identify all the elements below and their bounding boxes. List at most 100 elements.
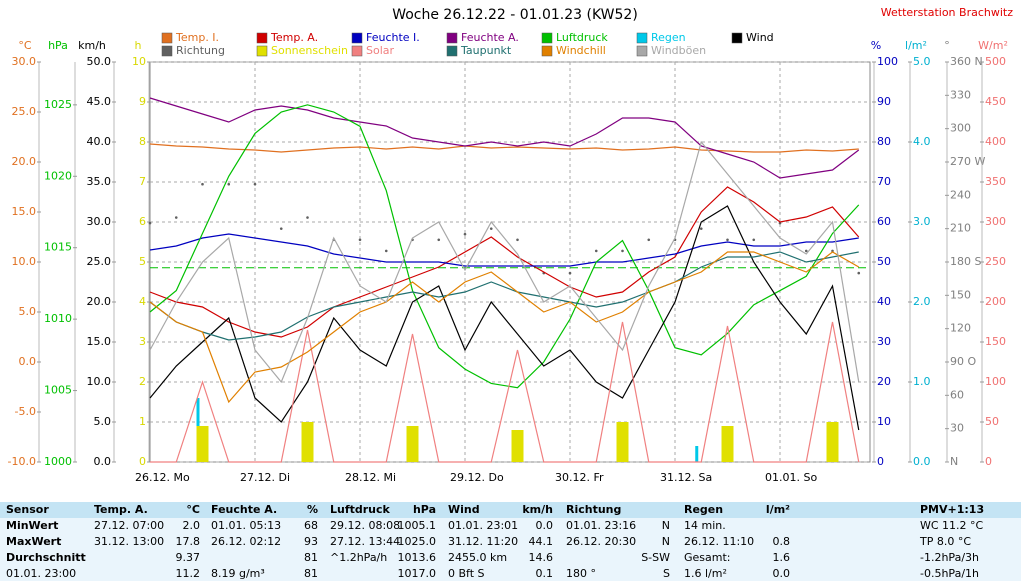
- table-cell: km/h: [522, 503, 553, 516]
- dot: [279, 227, 283, 230]
- axis-unit: km/h: [78, 39, 106, 52]
- legend-label: Taupunkt: [460, 44, 512, 57]
- chart-title: Woche 26.12.22 - 01.01.23 (KW52): [392, 7, 638, 23]
- y-tick-label: 450: [985, 95, 1006, 108]
- dot: [831, 249, 834, 253]
- legend-label: Richtung: [176, 44, 225, 57]
- table-cell: l/m²: [765, 503, 790, 516]
- legend-swatch: [256, 45, 268, 57]
- axis-unit: %: [871, 39, 881, 52]
- table-cell: hPa: [412, 503, 436, 516]
- series-line: [149, 140, 860, 384]
- y-tick-label: 4: [139, 295, 146, 308]
- y-tick-label: 270 W: [950, 155, 985, 168]
- y-tick-label: 400: [985, 135, 1006, 148]
- bar: [695, 446, 699, 462]
- table-cell: 0 Bft S: [448, 567, 485, 580]
- table-cell: 1017.0: [397, 567, 437, 580]
- dot: [516, 238, 519, 242]
- series-line: [149, 251, 859, 341]
- y-tick-label: 1010: [44, 312, 72, 325]
- summary-table: Sensor Temp. A. °C Feuchte A.% Luftdruck hPa W…: [0, 502, 1021, 581]
- table-cell: 01.01. 23:16: [566, 519, 637, 532]
- x-tick-label: 29.12. Do: [450, 471, 504, 484]
- dot: [568, 271, 572, 275]
- y-tick-label: 60: [877, 215, 891, 228]
- series-line: [150, 321, 860, 463]
- y-tick-label: 330: [950, 88, 971, 101]
- y-tick-label: 80: [877, 135, 891, 148]
- table-cell: 44.1: [528, 535, 554, 548]
- y-tick-label: 6: [139, 215, 146, 228]
- y-tick-label: 60: [950, 388, 964, 401]
- chart: Woche 26.12.22 - 01.01.23 (KW52) Wetters…: [8, 6, 1014, 484]
- legend-swatch: [161, 45, 173, 57]
- table-cell: MaxWert: [6, 535, 62, 548]
- y-tick-label: 20: [877, 375, 891, 388]
- y-tick-label: 30.0: [12, 55, 37, 68]
- y-tick-label: 0: [985, 455, 992, 468]
- table-cell: 14.6: [528, 551, 554, 564]
- table-cell: 1025.0: [397, 535, 437, 548]
- y-tick-label: 0.0: [94, 455, 112, 468]
- y-tick-label: 5.0: [913, 55, 931, 68]
- dot: [227, 182, 231, 186]
- table-cell: TP 8.0 °C: [920, 535, 972, 548]
- table-row: Durchschnitt 9.37 81 ^1.2hPa/h 1013.6 2455.0 …: [0, 550, 1021, 566]
- y-tick-label: 10: [877, 415, 891, 428]
- table-cell: WC 11.2 °C: [920, 519, 984, 532]
- dot: [358, 238, 362, 242]
- y-tick-label: 1000: [44, 455, 72, 468]
- y-tick-label: 20.0: [87, 295, 112, 308]
- y-tick-label: 2: [139, 375, 146, 388]
- table-cell: 1005.1: [397, 519, 437, 532]
- y-tick-label: 150: [985, 335, 1006, 348]
- table-cell: 01.01. 23:00: [6, 567, 77, 580]
- table-cell: 11.2: [175, 567, 201, 580]
- table-cell: S-SW: [641, 551, 670, 564]
- y-tick-label: 90 O: [950, 355, 976, 368]
- bar: [406, 426, 419, 462]
- legend-swatch: [351, 32, 363, 44]
- y-tick-label: 300: [950, 122, 971, 135]
- dot: [174, 216, 178, 219]
- legend-label: Windchill: [556, 44, 606, 57]
- table-cell: 180 °: [566, 567, 596, 580]
- legend-label: Solar: [366, 44, 395, 57]
- table-cell: 01.01. 23:01: [448, 519, 519, 532]
- table-cell: S: [663, 567, 670, 580]
- axis-unit: hPa: [48, 39, 68, 52]
- y-tick-label: 200: [985, 295, 1006, 308]
- legend-swatch: [446, 45, 458, 57]
- table-cell: 27.12. 13:44: [330, 535, 401, 548]
- table-cell: -0.5hPa/1h: [920, 567, 979, 580]
- table-cell: ^1.2hPa/h: [330, 551, 388, 564]
- y-tick-label: 210: [950, 222, 971, 235]
- y-tick-label: 5.0: [19, 305, 37, 318]
- y-tick-label: 10.0: [87, 375, 112, 388]
- series-line: [149, 251, 860, 404]
- y-tick-label: N: [950, 455, 958, 468]
- y-tick-label: 360 N: [950, 55, 983, 68]
- legend-swatch: [541, 32, 553, 44]
- y-tick-label: 50: [877, 255, 891, 268]
- y-tick-label: 0: [139, 455, 146, 468]
- bar: [301, 422, 314, 462]
- dot: [306, 216, 309, 219]
- series-line: [149, 97, 860, 179]
- y-tick-label: 50: [985, 415, 999, 428]
- y-tick-label: 90: [877, 95, 891, 108]
- bar: [721, 426, 734, 462]
- y-tick-label: 9: [139, 95, 146, 108]
- table-cell: Feuchte A.: [211, 503, 278, 516]
- table-cell: Regen: [684, 503, 724, 516]
- y-tick-label: 30: [950, 422, 964, 435]
- axis-unit: °C: [18, 39, 32, 52]
- legend-swatch: [731, 32, 743, 44]
- dot: [437, 238, 441, 242]
- legend-label: Feuchte A.: [461, 31, 519, 44]
- axis-unit: l/m²: [905, 39, 927, 52]
- y-tick-label: 15.0: [12, 205, 37, 218]
- table-cell: N: [661, 535, 670, 548]
- legend-label: Windböen: [651, 44, 706, 57]
